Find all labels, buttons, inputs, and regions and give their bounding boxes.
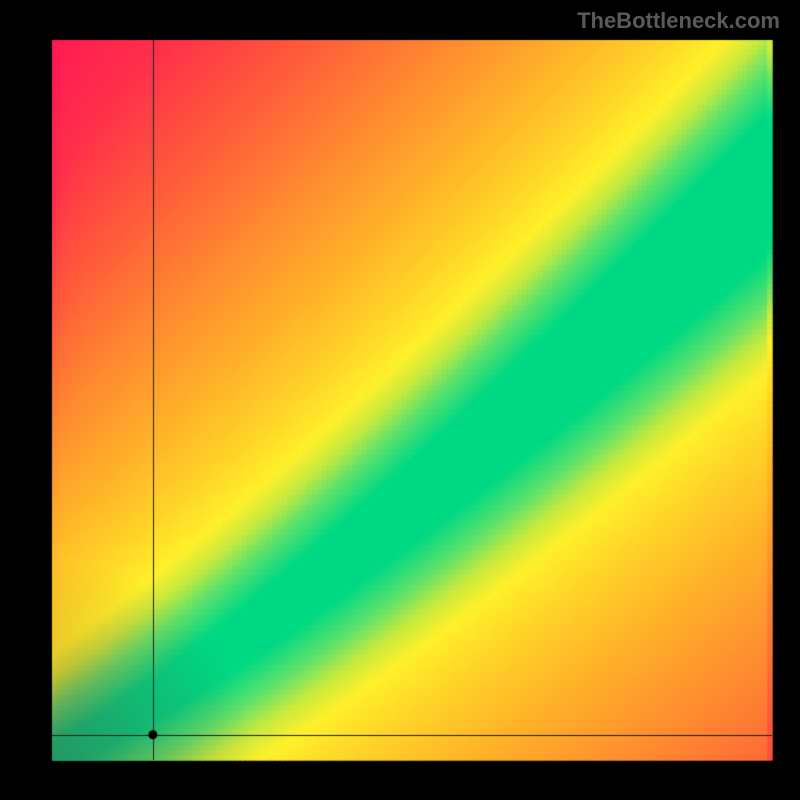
watermark-label: TheBottleneck.com xyxy=(577,8,780,34)
heatmap-chart xyxy=(0,0,800,800)
chart-container: TheBottleneck.com xyxy=(0,0,800,800)
